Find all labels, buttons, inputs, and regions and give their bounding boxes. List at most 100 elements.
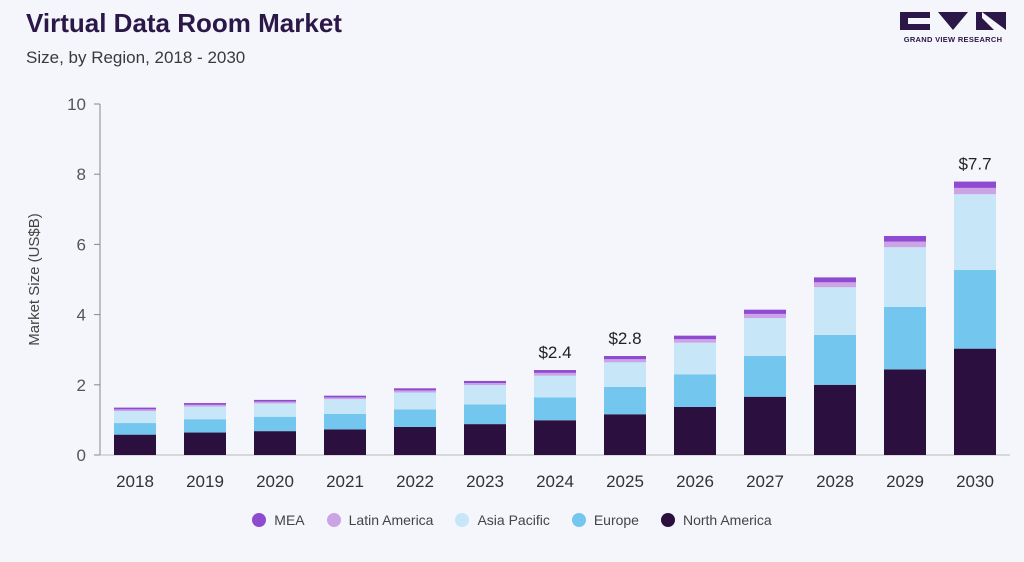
bar-latin-america-2023: [464, 383, 506, 386]
bar-europe-2021: [324, 413, 366, 430]
bar-europe-2023: [464, 404, 506, 425]
bar-asia-pacific-2028: [814, 287, 856, 335]
chart-title: Virtual Data Room Market: [26, 8, 342, 38]
x-tick-label: 2028: [816, 472, 854, 491]
bar-asia-pacific-2027: [744, 318, 786, 357]
logo-text: GRAND VIEW RESEARCH: [903, 35, 1003, 44]
bar-latin-america-2019: [184, 404, 226, 407]
bar-europe-2024: [534, 397, 576, 421]
x-tick-label: 2023: [466, 472, 504, 491]
chart-legend: MEA Latin America Asia Pacific Europe North …: [0, 512, 1024, 528]
legend-label: Asia Pacific: [477, 512, 550, 528]
bar-europe-2019: [184, 419, 226, 433]
legend-item-europe: Europe: [571, 512, 639, 528]
bar-north-america-2023: [464, 424, 506, 455]
bar-europe-2029: [884, 306, 926, 370]
bar-europe-2025: [604, 386, 646, 415]
x-tick-label: 2026: [676, 472, 714, 491]
data-label: $2.8: [608, 329, 641, 348]
x-tick-label: 2021: [326, 472, 364, 491]
bar-mea-2023: [464, 380, 506, 384]
x-tick-label: 2020: [256, 472, 294, 491]
x-tick-label: 2025: [606, 472, 644, 491]
bar-europe-2028: [814, 334, 856, 385]
bar-asia-pacific-2030: [954, 194, 996, 271]
bar-latin-america-2029: [884, 241, 926, 248]
data-label: $2.4: [538, 343, 571, 362]
legend-swatch: [252, 513, 267, 527]
bar-north-america-2020: [254, 431, 296, 455]
bar-north-america-2018: [114, 434, 156, 455]
bar-asia-pacific-2026: [674, 342, 716, 375]
legend-label: North America: [682, 512, 772, 528]
x-tick-label: 2018: [116, 472, 154, 491]
bar-mea-2030: [954, 181, 996, 188]
bar-asia-pacific-2022: [394, 392, 436, 410]
bar-latin-america-2024: [534, 372, 576, 376]
bar-latin-america-2021: [324, 397, 366, 400]
bar-mea-2018: [114, 407, 156, 410]
bar-mea-2027: [744, 309, 786, 314]
bar-north-america-2027: [744, 396, 786, 455]
legend-label: Latin America: [348, 512, 434, 528]
legend-item-asia-pacific: Asia Pacific: [455, 512, 550, 528]
bar-mea-2021: [324, 395, 366, 398]
chart-subtitle: Size, by Region, 2018 - 2030: [26, 48, 246, 67]
x-tick-label: 2027: [746, 472, 784, 491]
bar-latin-america-2028: [814, 282, 856, 288]
bar-latin-america-2030: [954, 187, 996, 195]
legend-swatch: [571, 513, 586, 527]
x-tick-label: 2019: [186, 472, 224, 491]
bar-north-america-2019: [184, 432, 226, 455]
bar-latin-america-2026: [674, 339, 716, 343]
bar-mea-2019: [184, 403, 226, 405]
bar-north-america-2025: [604, 414, 646, 455]
x-tick-label: 2022: [396, 472, 434, 491]
bar-mea-2020: [254, 399, 296, 402]
legend-label: Europe: [593, 512, 639, 528]
bar-north-america-2022: [394, 426, 436, 455]
legend-item-mea: MEA: [252, 512, 305, 528]
bar-mea-2029: [884, 235, 926, 242]
bar-asia-pacific-2019: [184, 406, 226, 420]
legend-item-north-america: North America: [660, 512, 772, 528]
bar-asia-pacific-2023: [464, 385, 506, 405]
bar-north-america-2029: [884, 369, 926, 455]
legend-swatch: [455, 513, 470, 527]
bar-north-america-2021: [324, 429, 366, 455]
y-tick-label: 8: [77, 165, 86, 184]
data-label: $7.7: [958, 155, 991, 174]
y-tick-label: 10: [67, 95, 86, 114]
bar-europe-2027: [744, 356, 786, 397]
bar-asia-pacific-2025: [604, 362, 646, 387]
x-tick-label: 2024: [536, 472, 574, 491]
bar-asia-pacific-2029: [884, 247, 926, 307]
gvr-logo-icon: [900, 12, 1006, 30]
legend-item-latin-america: Latin America: [326, 512, 434, 528]
bar-asia-pacific-2024: [534, 375, 576, 398]
bar-europe-2030: [954, 270, 996, 349]
bar-asia-pacific-2018: [114, 411, 156, 424]
bar-mea-2022: [394, 388, 436, 391]
bar-north-america-2028: [814, 384, 856, 455]
legend-swatch: [326, 513, 341, 527]
bar-mea-2025: [604, 356, 646, 360]
bar-europe-2026: [674, 374, 716, 407]
bar-latin-america-2020: [254, 401, 296, 404]
bar-north-america-2030: [954, 348, 996, 455]
y-axis-label: Market Size (US$B): [26, 213, 43, 346]
bar-mea-2028: [814, 277, 856, 283]
bar-europe-2022: [394, 409, 436, 427]
y-tick-label: 0: [77, 446, 86, 465]
bar-asia-pacific-2021: [324, 399, 366, 414]
y-tick-label: 2: [77, 376, 86, 395]
bar-latin-america-2025: [604, 359, 646, 363]
y-tick-label: 4: [77, 306, 86, 325]
bar-asia-pacific-2020: [254, 403, 296, 417]
stacked-bar-chart: 0 2 4 6 8 10 Market Size (US$B) 2018 2019 2020 202…: [26, 95, 1010, 491]
legend-swatch: [660, 513, 675, 527]
bar-mea-2026: [674, 335, 716, 340]
bar-latin-america-2022: [394, 390, 436, 393]
y-tick-label: 6: [77, 235, 86, 254]
bar-north-america-2024: [534, 420, 576, 455]
